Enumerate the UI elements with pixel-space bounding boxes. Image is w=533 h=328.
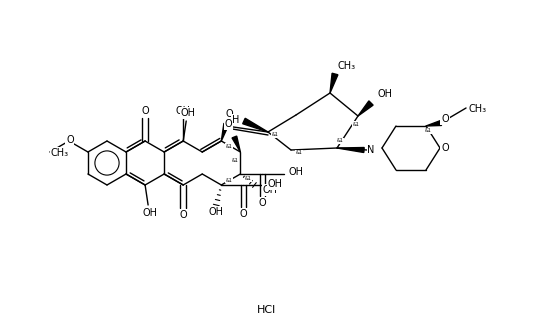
Text: OH: OH: [378, 89, 393, 99]
Text: OH: OH: [209, 207, 224, 217]
Text: &1: &1: [425, 129, 431, 133]
Text: HCl: HCl: [257, 305, 277, 315]
Text: CH₃: CH₃: [468, 104, 486, 114]
Text: O: O: [239, 209, 247, 219]
Text: OH: OH: [268, 179, 282, 189]
Text: O: O: [441, 143, 449, 153]
Text: &1: &1: [271, 133, 278, 137]
Text: &1: &1: [296, 151, 302, 155]
Text: OH: OH: [143, 208, 158, 218]
Text: O: O: [141, 106, 149, 116]
Text: OH: OH: [181, 108, 196, 118]
Text: O: O: [225, 109, 233, 119]
Text: &1: &1: [245, 176, 252, 181]
Text: H: H: [231, 115, 239, 125]
Text: &1: &1: [226, 177, 233, 182]
Polygon shape: [221, 123, 229, 141]
Polygon shape: [232, 136, 240, 152]
Polygon shape: [330, 73, 338, 93]
Text: &1: &1: [226, 144, 233, 149]
Polygon shape: [426, 121, 441, 126]
Text: N: N: [367, 145, 375, 155]
Text: OH: OH: [262, 185, 277, 195]
Text: O: O: [441, 114, 449, 124]
Text: &1: &1: [232, 157, 239, 162]
Polygon shape: [243, 118, 268, 132]
Text: OH: OH: [288, 167, 303, 177]
Text: O: O: [66, 135, 74, 145]
Text: &1: &1: [352, 121, 359, 127]
Text: O: O: [180, 210, 187, 220]
Text: CH₃: CH₃: [337, 61, 355, 71]
Text: O: O: [259, 198, 266, 208]
Text: OH: OH: [176, 106, 191, 116]
Text: O: O: [224, 119, 232, 129]
Text: CH₃: CH₃: [51, 148, 69, 158]
Polygon shape: [337, 148, 364, 153]
Polygon shape: [358, 101, 373, 116]
Text: &1: &1: [336, 138, 343, 144]
